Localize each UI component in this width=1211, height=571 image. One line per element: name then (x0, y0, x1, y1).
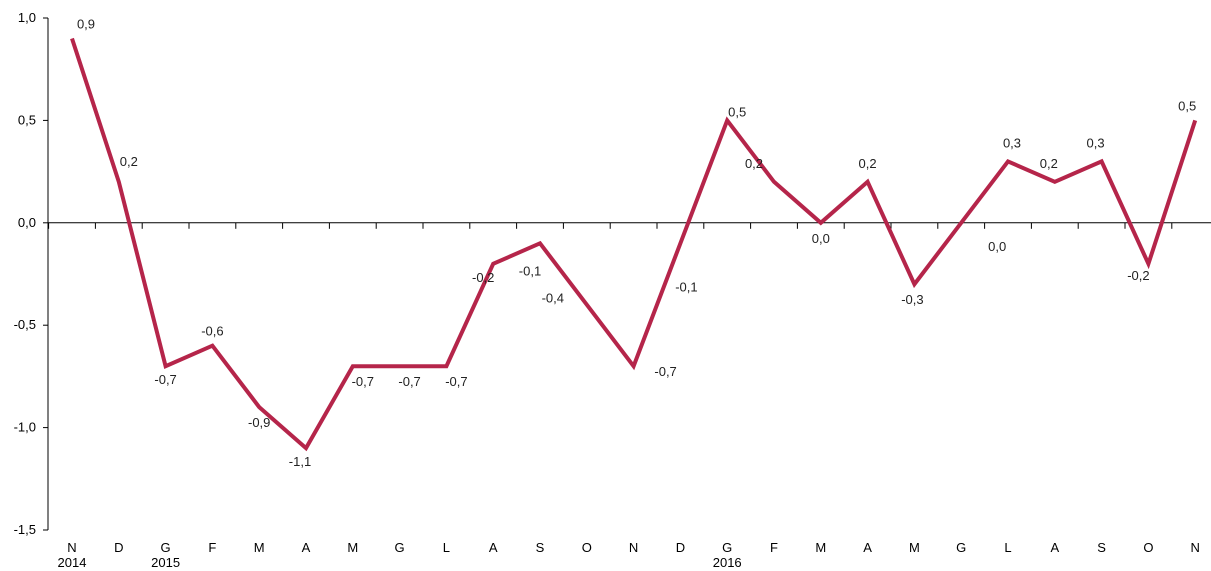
data-label: 0,2 (1040, 156, 1058, 171)
series-line (70, 37, 1198, 452)
x-tick-label: G (722, 540, 732, 555)
data-label: 0,5 (1178, 98, 1196, 113)
data-label: -0,1 (519, 263, 541, 278)
x-tick-label: D (676, 540, 685, 555)
x-tick-label: N (629, 540, 638, 555)
y-tick-label: 0,0 (18, 215, 36, 230)
data-label: 0,0 (812, 231, 830, 246)
data-label: -0,7 (154, 372, 176, 387)
x-tick-label: L (1004, 540, 1011, 555)
y-axis: 1,0 0,5 0,0 -0,5 -1,0 -1,5 (14, 10, 49, 537)
x-tick-label: N (67, 540, 76, 555)
data-label: 0,2 (859, 156, 877, 171)
data-label: 0,9 (77, 16, 95, 31)
x-tick-label: G (956, 540, 966, 555)
x-tick-label: M (347, 540, 358, 555)
x-tick-label: A (863, 540, 872, 555)
data-label: -0,7 (398, 374, 420, 389)
x-tick-label: O (1143, 540, 1153, 555)
series-layer (70, 37, 1198, 452)
y-tick-label: 0,5 (18, 112, 36, 127)
data-label: -0,2 (1127, 268, 1149, 283)
data-label: 0,3 (1087, 135, 1105, 150)
data-label: 0,5 (728, 104, 746, 119)
data-labels: 0,9 0,2 -0,7 -0,6 -0,9 -1,1 -0,7 -0,7 -0,7 -0,2 -0… (77, 16, 1196, 469)
year-label: 2014 (58, 555, 87, 570)
data-label: -0,7 (352, 374, 374, 389)
x-tick-label: M (254, 540, 265, 555)
data-label: 0,3 (1003, 135, 1021, 150)
data-label: -0,9 (248, 415, 270, 430)
y-tick-label: -1,0 (14, 420, 36, 435)
x-tick-label: G (395, 540, 405, 555)
x-tick-label: A (1050, 540, 1059, 555)
x-tick-label: L (443, 540, 450, 555)
y-tick-label: -1,5 (14, 522, 36, 537)
y-tick-label: 1,0 (18, 10, 36, 25)
data-label: -0,7 (654, 364, 676, 379)
x-tick-label: D (114, 540, 123, 555)
x-tick-label: N (1191, 540, 1200, 555)
x-tick-label: S (1097, 540, 1106, 555)
x-tick-label: O (582, 540, 592, 555)
x-tick-label: F (208, 540, 216, 555)
x-tick-label: M (909, 540, 920, 555)
year-label: 2015 (151, 555, 180, 570)
x-tick-label: A (489, 540, 498, 555)
x-tick-label: A (302, 540, 311, 555)
data-label: -0,1 (675, 279, 697, 294)
x-tick-label: M (815, 540, 826, 555)
data-label: -0,7 (445, 374, 467, 389)
data-label: -0,3 (901, 292, 923, 307)
data-label: 0,0 (988, 239, 1006, 254)
y-tick-label: -0,5 (14, 317, 36, 332)
data-label: 0,2 (745, 156, 763, 171)
year-label: 2016 (713, 555, 742, 570)
data-label: 0,2 (120, 154, 138, 169)
x-tick-label: S (536, 540, 545, 555)
data-label: -0,6 (201, 324, 223, 339)
data-label: -0,4 (542, 291, 564, 306)
data-label: -1,1 (289, 454, 311, 469)
data-label: -0,2 (472, 270, 494, 285)
x-tick-label: G (161, 540, 171, 555)
x-tick-label: F (770, 540, 778, 555)
